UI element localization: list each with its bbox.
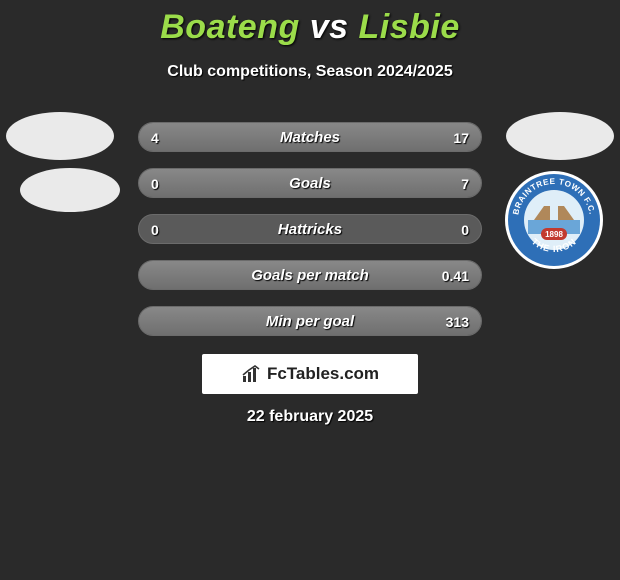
player2-club-badge: 1898 BRAINTREE TOWN F.C. THE IRON xyxy=(504,170,604,270)
bar-chart-icon xyxy=(241,364,261,384)
stat-label: Hattricks xyxy=(139,215,481,243)
stat-label: Min per goal xyxy=(139,307,481,335)
stat-label: Matches xyxy=(139,123,481,151)
player1-avatar-placeholder xyxy=(6,112,114,160)
stat-row: 417Matches xyxy=(138,122,482,152)
title-player1: Boateng xyxy=(160,8,300,46)
date: 22 february 2025 xyxy=(0,408,620,426)
stat-row: 313Min per goal xyxy=(138,306,482,336)
watermark: FcTables.com xyxy=(202,354,418,394)
player1-club-placeholder xyxy=(20,168,120,212)
stat-row: 07Goals xyxy=(138,168,482,198)
stat-label: Goals per match xyxy=(139,261,481,289)
watermark-text: FcTables.com xyxy=(267,364,379,384)
stat-row: 0.41Goals per match xyxy=(138,260,482,290)
comparison-infographic: Boateng vs Lisbie Club competitions, Sea… xyxy=(0,0,620,580)
stat-row: 00Hattricks xyxy=(138,214,482,244)
title-vs: vs xyxy=(310,8,349,46)
title-player2: Lisbie xyxy=(358,8,459,46)
title: Boateng vs Lisbie xyxy=(0,0,620,47)
badge-year: 1898 xyxy=(545,230,563,239)
subtitle: Club competitions, Season 2024/2025 xyxy=(0,63,620,81)
comparison-rows: 417Matches 07Goals 00Hattricks 0.41Goals pe… xyxy=(138,122,482,352)
stat-label: Goals xyxy=(139,169,481,197)
player2-avatar-placeholder xyxy=(506,112,614,160)
